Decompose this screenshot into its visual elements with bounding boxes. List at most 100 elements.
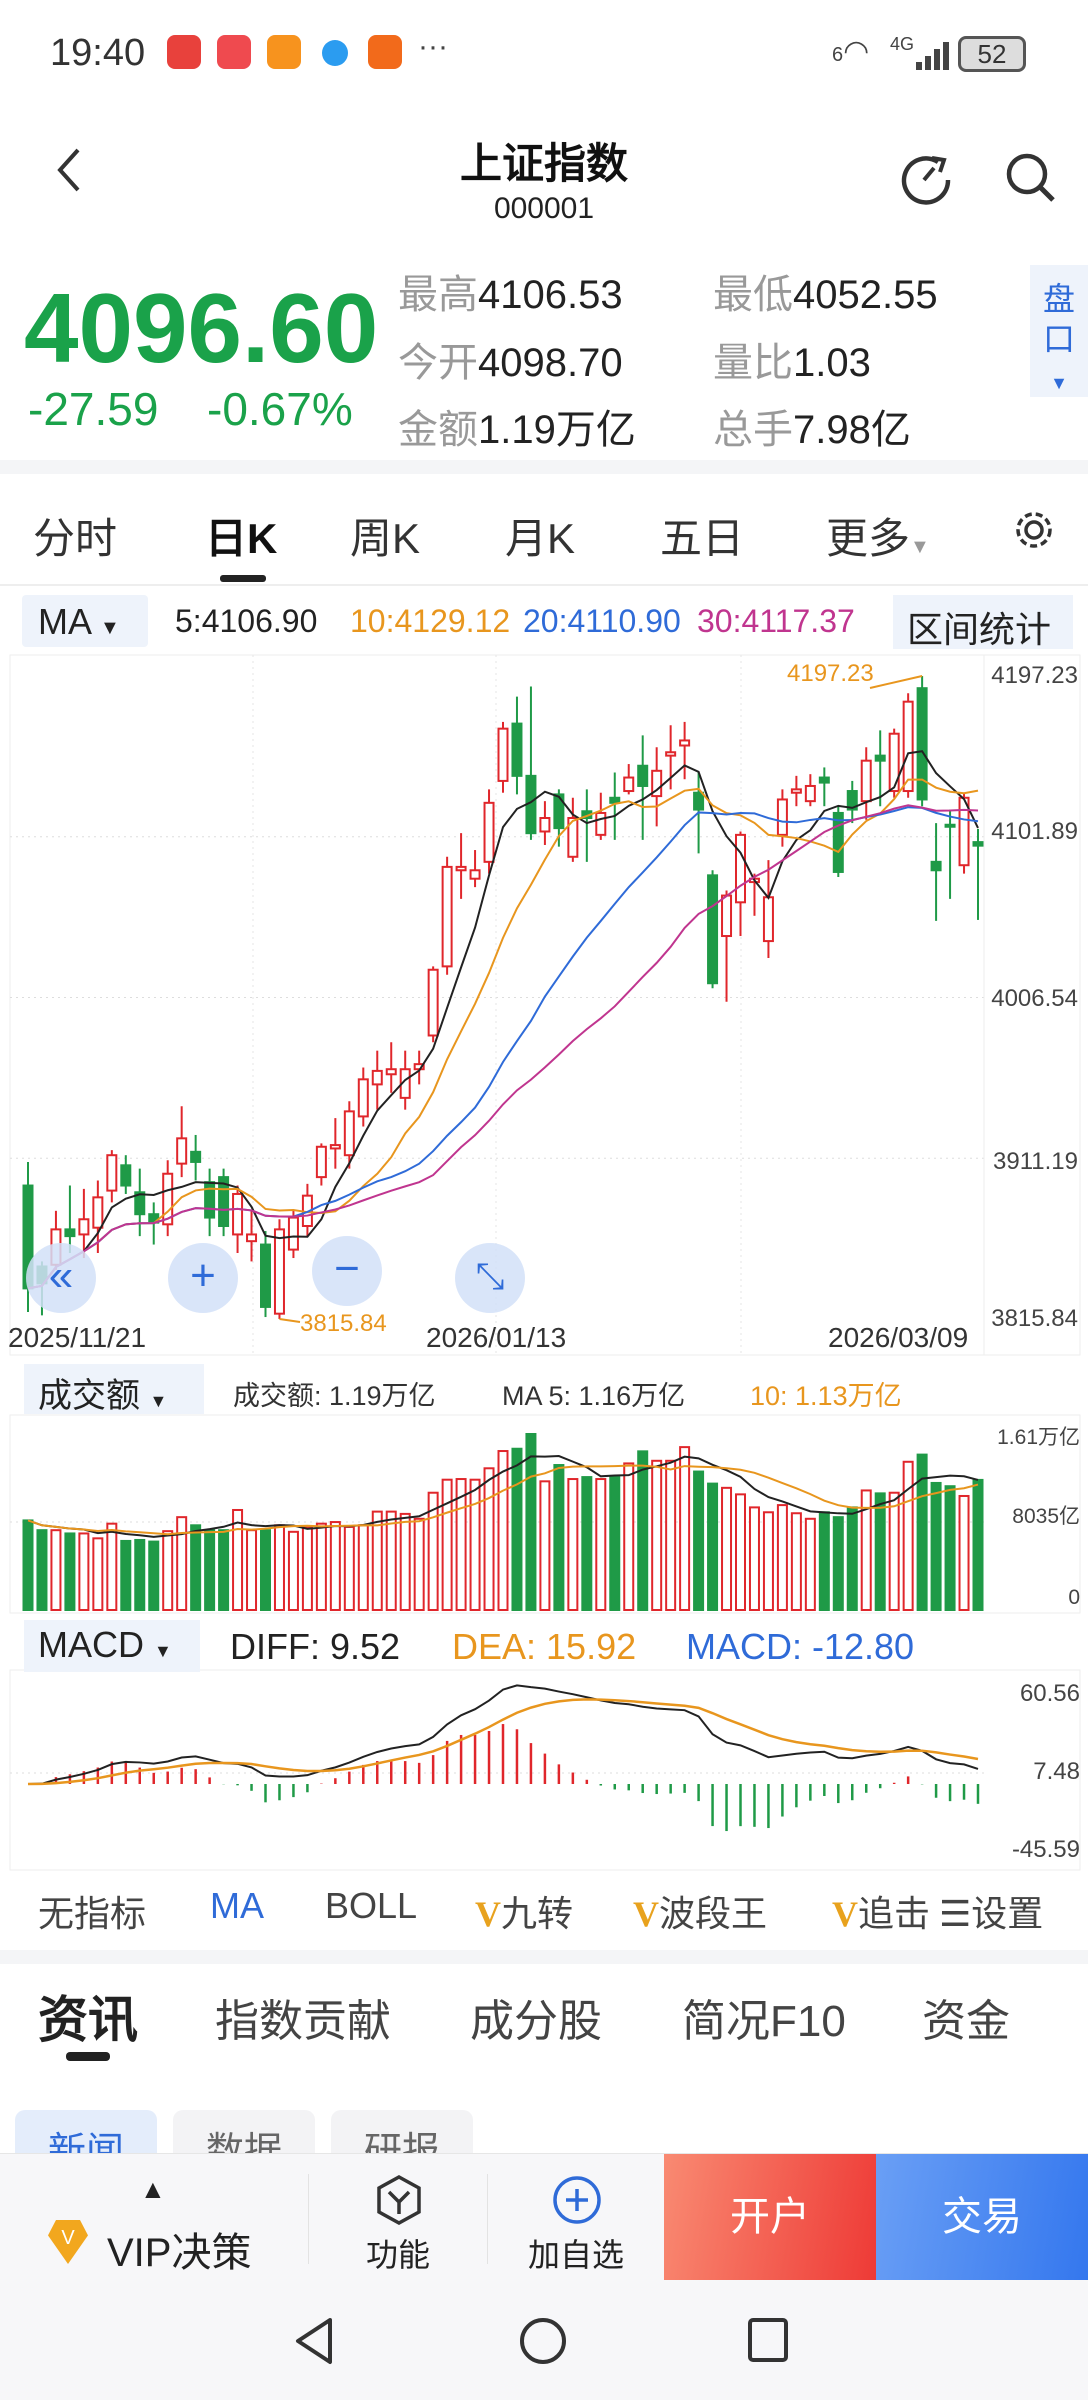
candle-up: [106, 1154, 118, 1192]
caret-down-icon: ▼: [910, 536, 930, 558]
volume-bar-up: [469, 1478, 481, 1612]
candle-up: [162, 1172, 174, 1226]
tab-daily-k[interactable]: 日K: [205, 515, 278, 562]
search-button[interactable]: [1003, 150, 1059, 211]
price-tick: 3815.84: [991, 1305, 1078, 1332]
cellular-signal-icon: [916, 40, 950, 70]
volume-bar-up: [762, 1511, 774, 1611]
volume-bar-up: [679, 1446, 691, 1612]
volume-bar-down: [260, 1529, 271, 1612]
stat-label: 金额: [398, 408, 478, 452]
candle-up: [315, 1145, 327, 1179]
zoom-out-button[interactable]: −: [312, 1236, 382, 1306]
caret-down-icon: ▼: [149, 1391, 168, 1411]
min-price-label: 3815.84: [300, 1310, 387, 1337]
volume-bar-up: [860, 1489, 872, 1612]
tab-more[interactable]: 更多▼: [826, 505, 930, 566]
range-stats-button[interactable]: 区间统计: [893, 595, 1073, 650]
candle-up: [287, 1216, 299, 1251]
nav-recents-button[interactable]: [746, 2316, 790, 2364]
volume-bar-up: [232, 1508, 244, 1611]
fullscreen-button[interactable]: ⤡: [455, 1243, 525, 1313]
ma5-value: 5:4106.90: [175, 603, 318, 639]
volume-bar-up: [399, 1512, 411, 1612]
ma20-value: 20:4110.90: [523, 603, 681, 639]
add-watchlist-button[interactable]: 加自选: [488, 2154, 664, 2281]
volume-bar-up: [958, 1494, 970, 1612]
indicator-boll[interactable]: BOLL: [325, 1885, 418, 1926]
open-account-button[interactable]: 开户: [664, 2154, 876, 2281]
mail-app-icon: [368, 35, 402, 69]
indicator-label: 设置: [971, 1893, 1044, 1934]
candle-down: [218, 1176, 230, 1228]
back-button[interactable]: [50, 145, 90, 195]
tab-monthly-k[interactable]: 月K: [505, 515, 576, 562]
stat-value: 4052.55: [793, 273, 938, 317]
volume-ma10-line: [27, 1464, 979, 1536]
active-tab-indicator: [66, 2052, 110, 2061]
tab-f10-overview[interactable]: 简况F10: [682, 1997, 846, 2046]
macd-indicator-selector[interactable]: MACD ▼: [24, 1620, 200, 1672]
stat-low: 最低4052.55: [713, 262, 938, 320]
candle-down: [511, 722, 523, 777]
stat-label: 最低: [713, 273, 793, 317]
stat-volume-ratio: 量比1.03: [713, 330, 871, 388]
ma-selector[interactable]: MA ▼: [22, 595, 148, 647]
stat-label: 今开: [398, 341, 478, 385]
indicator-nine-turn[interactable]: V九转: [475, 1885, 573, 1937]
price-panel-frame: [9, 654, 1081, 1356]
scroll-left-button[interactable]: «: [26, 1243, 96, 1313]
pankou-toggle[interactable]: 盘口 ▼: [1030, 265, 1088, 397]
nav-back-button[interactable]: [292, 2316, 336, 2366]
indicator-band-king[interactable]: V波段王: [633, 1885, 767, 1937]
ma10-value: 10:4129.12: [350, 603, 511, 639]
volume-bar-up: [343, 1525, 355, 1611]
trade-button[interactable]: 交易: [876, 2154, 1088, 2281]
tab-capital-flow[interactable]: 资金: [922, 1997, 1010, 2046]
volume-bar-up: [721, 1486, 733, 1611]
candle-up: [902, 700, 914, 793]
pankou-label: 盘口: [1042, 281, 1075, 357]
indicator-none[interactable]: 无指标: [38, 1893, 147, 1934]
volume-bar-up: [246, 1529, 258, 1612]
volume-bar-up: [567, 1478, 579, 1611]
candle-up: [567, 817, 579, 858]
nav-home-button[interactable]: [518, 2316, 568, 2366]
wifi-label: 6: [832, 44, 844, 66]
refresh-button[interactable]: [898, 150, 954, 211]
function-button[interactable]: 功能: [309, 2154, 487, 2281]
volume-bar-up: [651, 1459, 663, 1612]
volume-bar-down: [874, 1492, 886, 1612]
volume-bar-up: [273, 1524, 285, 1612]
macd-tick: 60.56: [1019, 1680, 1080, 1707]
tab-news-info[interactable]: 资讯: [38, 1992, 138, 2048]
kline-chart[interactable]: [0, 0, 1088, 1900]
date-tick: 2026/01/13: [426, 1322, 567, 1353]
chart-settings-button[interactable]: [1012, 508, 1056, 557]
volume-bar-up: [595, 1478, 607, 1611]
candle-up: [427, 968, 439, 1037]
network-label: 4G: [890, 34, 915, 54]
candle-up: [441, 865, 453, 968]
volume-selector-label: 成交额: [38, 1377, 140, 1415]
candle-up: [385, 1068, 397, 1076]
divider: [487, 2174, 488, 2264]
tab-constituents[interactable]: 成分股: [470, 1997, 602, 2046]
tab-intraday[interactable]: 分时: [33, 515, 118, 562]
indicator-ma[interactable]: MA: [210, 1885, 264, 1926]
zoom-in-button[interactable]: +: [168, 1243, 238, 1313]
add-watchlist-label: 加自选: [527, 2237, 624, 2273]
volume-indicator-selector[interactable]: 成交额 ▼: [24, 1364, 204, 1415]
tab-weekly-k[interactable]: 周K: [350, 515, 421, 562]
candle-down: [930, 860, 942, 872]
indicator-chase[interactable]: V追击: [832, 1885, 930, 1937]
status-time: 19:40: [50, 32, 146, 74]
date-tick: 2026/03/09: [828, 1322, 969, 1353]
volume-bar-down: [930, 1481, 942, 1611]
vip-decision-button[interactable]: ▲ V VIP决策: [0, 2154, 308, 2281]
tab-five-day[interactable]: 五日: [660, 515, 745, 562]
candle-down: [134, 1191, 146, 1216]
stat-amount: 金额1.19万亿: [398, 397, 636, 455]
tab-index-contribution[interactable]: 指数贡献: [215, 1997, 391, 2046]
indicator-settings-button[interactable]: ☰设置: [935, 1885, 1044, 1937]
